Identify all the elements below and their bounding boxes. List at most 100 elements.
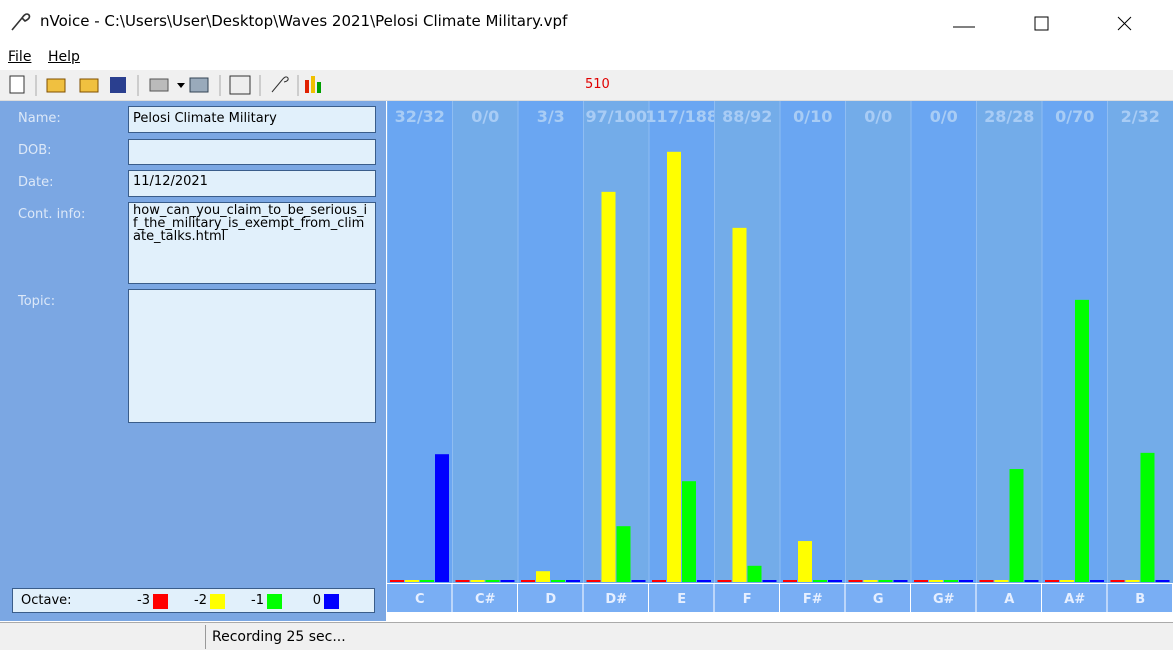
bar (566, 580, 580, 582)
bar (602, 192, 616, 582)
legend-label: -3 (128, 593, 150, 608)
bar (783, 580, 797, 582)
count-label: 0/0 (471, 107, 499, 126)
bar (632, 580, 646, 582)
field-label: Name: (18, 111, 61, 126)
bar (718, 580, 732, 582)
bar (1156, 580, 1170, 582)
bar (486, 580, 500, 582)
column-bg (453, 101, 519, 583)
menu-file[interactable]: File (8, 49, 31, 65)
bar (1111, 580, 1125, 582)
menu-help[interactable]: Help (48, 49, 80, 65)
note-label: C# (475, 592, 496, 607)
bar (944, 580, 958, 582)
column-bg (1042, 101, 1108, 583)
column-bg (977, 101, 1043, 583)
count-label: 32/32 (395, 107, 445, 126)
bar (1075, 300, 1089, 582)
column-bg (584, 101, 650, 583)
legend-swatch (267, 594, 282, 609)
bar (390, 580, 404, 582)
window-title: nVoice - C:\Users\User\Desktop\Waves 202… (40, 12, 567, 30)
legend-swatch (324, 594, 339, 609)
count-label: 0/10 (793, 107, 832, 126)
count-label: 88/92 (722, 107, 772, 126)
bar (456, 580, 470, 582)
count-label: 117/188 (645, 107, 718, 126)
menu-bar: File Help (0, 46, 1173, 70)
field-label: Date: (18, 175, 53, 190)
legend-swatch (210, 594, 225, 609)
bar (828, 580, 842, 582)
topic-input[interactable] (128, 289, 376, 423)
note-label: F# (803, 592, 823, 607)
note-label: F (743, 592, 752, 607)
legend-swatch (153, 594, 168, 609)
bar (1090, 580, 1104, 582)
bar (748, 566, 762, 582)
bar (652, 580, 666, 582)
note-label: E (677, 592, 686, 607)
count-label: 0/0 (864, 107, 892, 126)
legend-label: 0 (299, 593, 321, 608)
bar (1060, 580, 1074, 582)
bar (733, 228, 747, 582)
bar (763, 580, 777, 582)
dob-input[interactable] (128, 139, 376, 165)
field-label: Cont. info: (18, 207, 85, 222)
column-bg (780, 101, 846, 583)
count-label: 3/3 (537, 107, 565, 126)
bar (617, 526, 631, 582)
bar (879, 580, 893, 582)
counter: 510 (585, 77, 610, 92)
note-label: G# (933, 592, 955, 607)
count-label: 97/100 (585, 107, 647, 126)
note-label: D (545, 592, 556, 607)
bar (697, 580, 711, 582)
bar (667, 152, 681, 582)
column-bg (911, 101, 977, 583)
toolbar-icons[interactable] (0, 70, 560, 100)
count-label: 0/70 (1055, 107, 1094, 126)
window-controls[interactable] (940, 8, 1170, 38)
note-label: C (415, 592, 425, 607)
bar (420, 580, 434, 582)
date-input[interactable]: 11/12/2021 (128, 170, 376, 197)
note-label: A (1004, 592, 1014, 607)
column-bg (649, 101, 715, 583)
name-input[interactable]: Pelosi Climate Military (128, 106, 376, 133)
bar (914, 580, 928, 582)
bar (1010, 469, 1024, 582)
bar (536, 571, 550, 582)
column-bg (1108, 101, 1173, 583)
bar (1141, 453, 1155, 582)
bar (980, 580, 994, 582)
app-icon (8, 10, 32, 34)
count-label: 28/28 (984, 107, 1034, 126)
bar (682, 481, 696, 582)
column-bg (518, 101, 584, 583)
count-label: 2/32 (1121, 107, 1160, 126)
contact-input[interactable]: how_can_you_claim_to_be_serious_if_the_m… (128, 202, 376, 284)
bar (1045, 580, 1059, 582)
bar (813, 580, 827, 582)
bar (471, 580, 485, 582)
toolbar: 510 (0, 70, 1173, 101)
bar (849, 580, 863, 582)
field-label: Topic: (18, 294, 55, 309)
title-bar: nVoice - C:\Users\User\Desktop\Waves 202… (0, 0, 1173, 46)
bar (959, 580, 973, 582)
bar (521, 580, 535, 582)
column-bg (715, 101, 781, 583)
bar (405, 580, 419, 582)
column-bg (846, 101, 912, 583)
bar (929, 580, 943, 582)
info-panel: Name: Pelosi Climate Military DOB: Date:… (0, 101, 386, 621)
note-chart: C32/32C#0/0D3/3D#97/100E117/188F88/92F#0… (387, 101, 1173, 621)
status-text: Recording 25 sec... (212, 629, 346, 645)
legend-label: -2 (185, 593, 207, 608)
